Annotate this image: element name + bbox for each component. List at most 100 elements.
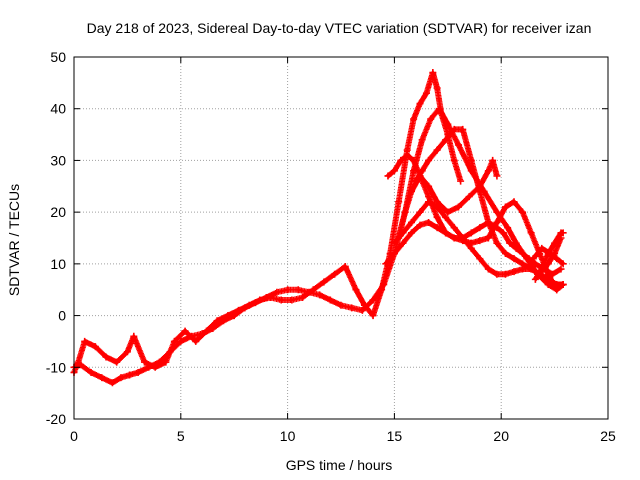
data-point [399, 239, 407, 247]
data-point [108, 379, 116, 387]
data-point [506, 239, 514, 247]
data-point [454, 203, 462, 211]
data-point [493, 172, 501, 180]
x-tick-label: 0 [70, 428, 78, 444]
data-point [378, 286, 386, 294]
data-point [493, 270, 501, 278]
data-point [527, 229, 535, 237]
y-tick-label: 0 [58, 308, 66, 324]
data-point [433, 224, 441, 232]
axis-ticks: 0 5 10 15 20 25 -20 -10 0 10 20 30 40 50 [46, 49, 616, 444]
data-point [442, 213, 450, 221]
data-point [117, 374, 125, 382]
data-point [81, 337, 89, 345]
data-point [442, 136, 450, 144]
data-point [553, 281, 561, 289]
data-point [433, 213, 441, 221]
data-point [401, 208, 409, 216]
data-point [538, 265, 546, 273]
series-track-9 [529, 244, 567, 268]
data-point [213, 317, 221, 325]
data-point [384, 172, 392, 180]
data-point [476, 187, 484, 195]
data-point [181, 327, 189, 335]
data-point [450, 234, 458, 242]
data-point [519, 260, 527, 268]
data-point [341, 262, 349, 270]
y-tick-label: -10 [46, 359, 66, 375]
data-point [493, 218, 501, 226]
data-point [425, 198, 433, 206]
data-point [331, 270, 339, 278]
data-point [395, 234, 403, 242]
data-point [277, 296, 285, 304]
data-point [416, 208, 424, 216]
data-point [422, 89, 430, 97]
data-point [454, 141, 462, 149]
data-point [442, 229, 450, 237]
data-point [484, 167, 492, 175]
y-tick-label: 50 [50, 49, 66, 65]
data-point [410, 156, 418, 164]
data-point [444, 208, 452, 216]
data-point [459, 234, 467, 242]
data-point [412, 177, 420, 185]
data-point [476, 237, 484, 245]
data-point [493, 208, 501, 216]
data-point [418, 136, 426, 144]
data-point [510, 268, 518, 276]
data-point [465, 193, 473, 201]
data-point [553, 255, 561, 263]
data-point [256, 296, 264, 304]
x-axis-label: GPS time / hours [286, 457, 393, 473]
data-point [245, 301, 253, 309]
data-point [140, 358, 148, 366]
data-point [501, 203, 509, 211]
data-point [369, 312, 377, 320]
data-point [170, 337, 178, 345]
data-point [390, 167, 398, 175]
data-point [102, 353, 110, 361]
data-point [519, 208, 527, 216]
data-point [531, 260, 539, 268]
data-point [294, 286, 302, 294]
data-point [559, 229, 567, 237]
data-point [531, 275, 539, 283]
data-point [484, 234, 492, 242]
data-point [202, 327, 210, 335]
data-point [529, 255, 537, 263]
data-point [476, 224, 484, 232]
data-point [433, 146, 441, 154]
data-point [416, 221, 424, 229]
data-point [476, 255, 484, 263]
data-point [288, 296, 296, 304]
data-point [397, 156, 405, 164]
data-point [557, 265, 565, 273]
chart-title: Day 218 of 2023, Sidereal Day-to-day VTE… [87, 20, 592, 36]
data-point [299, 293, 307, 301]
data-point [501, 270, 509, 278]
x-tick-label: 5 [177, 428, 185, 444]
data-point [489, 156, 497, 164]
data-point [224, 312, 232, 320]
data-point [433, 84, 441, 92]
data-point [551, 239, 559, 247]
data-point [484, 218, 492, 226]
data-point [467, 229, 475, 237]
data-point [450, 125, 458, 133]
data-point [501, 250, 509, 258]
data-point [510, 255, 518, 263]
data-point [425, 218, 433, 226]
data-point [320, 278, 328, 286]
data-point [416, 100, 424, 108]
data-point [162, 358, 170, 366]
data-point [527, 265, 535, 273]
data-point [87, 368, 95, 376]
data-point [382, 260, 390, 268]
data-point [360, 301, 368, 309]
data-point [348, 304, 356, 312]
data-point [410, 115, 418, 123]
data-point [510, 198, 518, 206]
